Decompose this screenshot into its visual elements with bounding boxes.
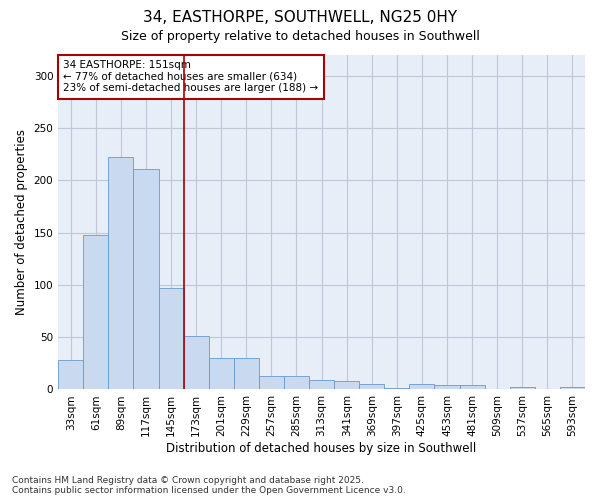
Text: Contains HM Land Registry data © Crown copyright and database right 2025.
Contai: Contains HM Land Registry data © Crown c… [12,476,406,495]
Bar [385,388,409,390]
Bar [334,381,359,390]
Bar [460,386,485,390]
Bar [58,360,83,390]
Bar [259,376,284,390]
Bar [234,358,259,390]
Bar [109,158,133,390]
Bar [409,384,434,390]
Y-axis label: Number of detached properties: Number of detached properties [15,129,28,315]
Bar [209,358,234,390]
Bar [309,380,334,390]
Bar [560,388,585,390]
Bar [133,169,158,390]
Bar [510,388,535,390]
Bar [434,386,460,390]
Text: Size of property relative to detached houses in Southwell: Size of property relative to detached ho… [121,30,479,43]
Bar [158,288,184,390]
Bar [284,376,309,390]
Text: 34 EASTHORPE: 151sqm
← 77% of detached houses are smaller (634)
23% of semi-deta: 34 EASTHORPE: 151sqm ← 77% of detached h… [63,60,319,94]
Text: 34, EASTHORPE, SOUTHWELL, NG25 0HY: 34, EASTHORPE, SOUTHWELL, NG25 0HY [143,10,457,25]
X-axis label: Distribution of detached houses by size in Southwell: Distribution of detached houses by size … [166,442,477,455]
Bar [83,235,109,390]
Bar [359,384,385,390]
Bar [184,336,209,390]
